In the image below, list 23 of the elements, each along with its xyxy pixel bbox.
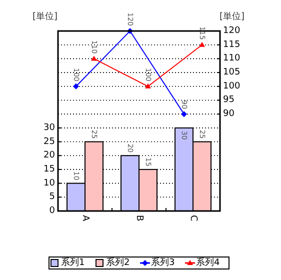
y-tick-label: 15 (44, 164, 55, 174)
y-tick-label: 5 (49, 192, 55, 202)
y2-tick-label: 115 (223, 40, 240, 50)
y2-tick-label: 120 (223, 26, 240, 36)
y2-tick-label: 110 (223, 54, 240, 64)
y2-tick-label: 100 (223, 81, 240, 92)
y-tick-label: 10 (44, 178, 56, 188)
y2-tick-label: 95 (223, 95, 234, 106)
y-tick-label: 0 (49, 206, 56, 216)
y2-tick-label: 90 (223, 109, 235, 120)
y-tick-label: 20 (44, 150, 56, 161)
x-tick-label: B (134, 215, 144, 222)
legend-label: 系列3 (151, 257, 175, 268)
y-axis-title: [単位] (32, 11, 58, 22)
y2-axis-title: [単位] (219, 11, 245, 22)
x-tick-label: C (188, 215, 198, 222)
y-tick-label: 30 (44, 122, 56, 133)
legend-label: 系列2 (106, 257, 130, 268)
x-tick-label: A (80, 215, 90, 222)
y2-tick-label: 105 (223, 68, 240, 78)
legend-label: 系列1 (61, 257, 85, 268)
legend-label: 系列4 (196, 257, 220, 268)
y-tick-label: 25 (44, 136, 55, 147)
